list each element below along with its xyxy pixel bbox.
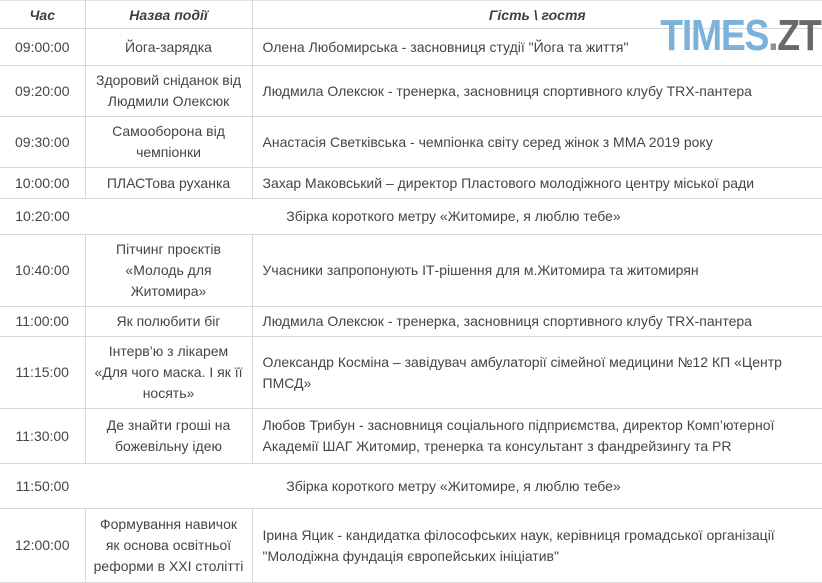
- table-row: 11:30:00 Де знайти гроші на божевільну ід…: [0, 408, 822, 464]
- table-header-row: Час Назва події Гість \ гостя: [0, 0, 822, 29]
- table-row: 11:50:00 Збірка короткого метру «Житомире…: [0, 464, 822, 509]
- time-cell: 11:30:00: [15, 427, 69, 444]
- table-row: 09:00:00 Йога-зарядка Олена Любомирська - …: [0, 28, 822, 66]
- time-cell: 11:00:00: [15, 313, 69, 329]
- logo-zt-text: ZT: [776, 11, 821, 60]
- event-cell: Йога-зарядка: [84, 28, 252, 66]
- table-row: 10:40:00 Пітчинг проєктів «Молодь для Жит…: [0, 234, 822, 307]
- logo-times-text: TIMES: [659, 11, 769, 60]
- table-row: 09:20:00 Здоровий сніданок від Людмили Ол…: [0, 65, 822, 117]
- event-cell: Здоровий сніданок від Людмили Олексюк: [84, 65, 252, 117]
- time-cell: 11:15:00: [15, 364, 69, 380]
- header-guest: Гість \ гостя: [251, 0, 822, 29]
- table-row: 10:20:00 Збірка короткого метру «Житомире…: [0, 199, 822, 235]
- event-cell: Самооборона від чемпіонки: [84, 116, 252, 168]
- time-cell: 09:00:00: [15, 38, 70, 55]
- table-row: 11:15:00 Інтерв’ю з лікарем «Для чого мас…: [0, 336, 822, 409]
- header-event: Назва події: [84, 0, 252, 29]
- table-row: 11:00:00 Як полюбити біг Людмила Олексюк -…: [0, 306, 822, 337]
- time-cell: 10:00:00: [15, 174, 70, 191]
- time-cell: 09:30:00: [15, 133, 70, 150]
- guest-cell: Анастасія Светківська - чемпіонка світу …: [251, 116, 822, 168]
- time-cell: 11:50:00: [15, 477, 70, 494]
- guest-cell: Ірина Яцик - кандидатка філософських нау…: [251, 508, 822, 583]
- merged-event-cell: Збірка короткого метру «Житомире, я любл…: [286, 208, 621, 224]
- event-cell: Пітчинг проєктів «Молодь для Житомира»: [84, 234, 252, 307]
- table-row: 10:00:00 ПЛАСТова руханка Захар Маковський…: [0, 167, 822, 199]
- event-cell: Інтерв’ю з лікарем «Для чого маска. І як…: [84, 336, 252, 409]
- event-cell: Формування навичок як основа освітньої р…: [84, 508, 252, 583]
- guest-cell: Олександр Косміна – завідувач амбулаторі…: [251, 336, 822, 409]
- table-row: 09:30:00 Самооборона від чемпіонки Анастас…: [0, 116, 822, 168]
- table-row: 12:00:00 Формування навичок як основа осв…: [0, 508, 822, 583]
- time-cell: 10:40:00: [15, 262, 70, 278]
- guest-cell: Любов Трибун - засновниця соціального пі…: [251, 408, 822, 464]
- time-cell: 09:20:00: [15, 82, 70, 99]
- logo-dot-text: .: [767, 11, 778, 60]
- guest-cell: Захар Маковський – директор Пластового м…: [251, 167, 822, 199]
- event-cell: Як полюбити біг: [84, 306, 252, 337]
- time-cell: 10:20:00: [15, 208, 70, 224]
- guest-cell: Людмила Олексюк - тренерка, засновниця с…: [251, 65, 822, 117]
- guest-cell: Людмила Олексюк - тренерка, засновниця с…: [251, 306, 822, 337]
- times-zt-logo[interactable]: TIMES.ZT: [659, 11, 821, 60]
- guest-cell: Олена Любомирська - засновниця студії "Й…: [251, 28, 822, 66]
- merged-event-cell: Збірка короткого метру «Житомире, я любл…: [286, 477, 621, 494]
- time-cell: 12:00:00: [15, 537, 70, 553]
- guest-cell: Учасники запропонують ІТ-рішення для м.Ж…: [251, 234, 822, 307]
- event-cell: Де знайти гроші на божевільну ідею: [84, 408, 252, 464]
- header-time: Час: [29, 6, 55, 23]
- event-cell: ПЛАСТова руханка: [84, 167, 252, 199]
- schedule-body: 09:00:00 Йога-зарядка Олена Любомирська - …: [0, 28, 822, 583]
